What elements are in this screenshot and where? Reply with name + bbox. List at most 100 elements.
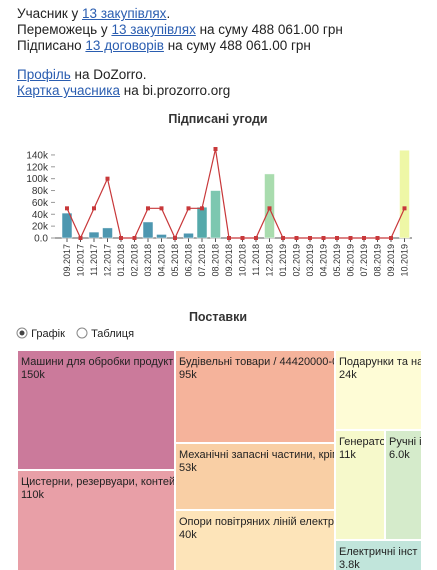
radio-label[interactable]: Графік (31, 328, 65, 340)
winner-line: Переможець у 13 закупівлях на суму 488 0… (17, 22, 343, 38)
radio[interactable] (76, 327, 88, 339)
treemap-cell[interactable]: Будівельні товари / 44420000-0 95k (175, 350, 335, 443)
cell-name: Механічні запасні частини, крім (179, 449, 335, 461)
participant-line: Учасник у 13 закупівлях. (17, 6, 170, 22)
cell-value: 11k (339, 449, 356, 461)
text: на bi.prozorro.org (123, 83, 231, 98)
radio-checked[interactable] (16, 327, 28, 339)
x-tick-label: 03.2018 (143, 244, 153, 277)
cell-name: Машини для обробки продукті (21, 356, 175, 368)
x-tick-label: 09.2019 (386, 244, 396, 277)
y-tick-label: 60k (32, 198, 49, 209)
x-tick-label: 08.2019 (373, 244, 383, 277)
profile-line: Профіль на DoZorro. (17, 67, 147, 83)
line-marker (308, 236, 312, 240)
cell-value: 95k (179, 369, 197, 381)
x-tick-label: 07.2019 (359, 244, 369, 277)
cell-value: 3.8k (339, 559, 360, 570)
cell-value: 150k (21, 369, 45, 381)
bar (210, 190, 221, 239)
line-marker (65, 206, 69, 211)
text: Учасник у (17, 6, 79, 21)
cell-value: 40k (179, 529, 197, 541)
line-marker (146, 206, 150, 211)
treemap-cell[interactable]: Електричні інст 3.8k (335, 540, 421, 570)
x-tick-label: 04.2019 (319, 244, 329, 277)
link[interactable]: 13 закупівлях (111, 22, 196, 37)
line-marker (200, 206, 204, 211)
treemap-cell[interactable]: Механічні запасні частини, крім 53k (175, 443, 335, 510)
cell-value: 6.0k (389, 449, 410, 461)
cell-name: Цистерни, резервуари, контей (21, 476, 175, 488)
bar (142, 221, 154, 239)
y-tick-label: 140k (26, 150, 49, 161)
cell-name: Подарунки та на (339, 356, 421, 368)
x-tick-label: 05.2018 (170, 244, 180, 277)
radio-label[interactable]: Таблиця (91, 328, 135, 340)
text: Переможець у (17, 22, 108, 37)
x-tick-label: 11.2018 (251, 244, 261, 276)
y-tick-label: 100k (26, 174, 49, 185)
cell-name: Будівельні товари / 44420000-0 (179, 356, 335, 368)
line-marker (402, 206, 407, 211)
text: . (166, 6, 171, 21)
signed-line: Підписано 13 договорів на суму 488 061.0… (17, 38, 311, 54)
text: на суму 488 061.00 грн (199, 22, 343, 37)
treemap-cell[interactable]: Ручні і 6.0k (385, 430, 421, 540)
x-tick-label: 06.2019 (346, 244, 356, 277)
bar (264, 173, 275, 239)
bar (399, 149, 410, 239)
x-tick-label: 12.2017 (103, 244, 113, 277)
x-tick-label: 10.2018 (238, 244, 248, 277)
bar (88, 231, 100, 239)
x-tick-label: 02.2019 (292, 244, 302, 277)
view-switch: Графік Таблиця (16, 327, 134, 340)
x-tick-label: 08.2018 (211, 244, 221, 277)
x-tick-label: 07.2018 (197, 244, 207, 277)
link[interactable]: 13 закупівлях (82, 6, 167, 21)
bar (183, 233, 194, 239)
bar (156, 234, 167, 239)
x-tick-label: 03.2019 (305, 244, 315, 277)
x-tick-label: 12.2018 (265, 244, 275, 277)
line-marker (119, 236, 123, 240)
line-marker (321, 236, 326, 240)
line-marker (267, 206, 272, 211)
bar (196, 206, 208, 239)
x-tick-label: 06.2018 (184, 244, 194, 277)
x-tick-label: 01.2019 (278, 244, 288, 277)
line-marker (159, 206, 164, 211)
line-marker (254, 236, 258, 240)
cell-name: Ручні і (389, 436, 421, 448)
line-marker (294, 236, 299, 240)
y-tick-label: 80k (32, 186, 49, 197)
line-marker (389, 236, 393, 240)
line-marker (227, 236, 231, 240)
text: на суму 488 061.00 грн (167, 38, 311, 53)
line-marker (186, 206, 191, 211)
link[interactable]: 13 договорів (85, 38, 164, 53)
y-tick-label: 0.0 (34, 234, 48, 245)
x-tick-label: 10.2017 (76, 244, 86, 277)
link[interactable]: Картка учасника (17, 83, 120, 98)
x-tick-label: 05.2019 (332, 244, 342, 277)
line-marker (362, 236, 366, 240)
x-tick-label: 01.2018 (116, 244, 126, 277)
treemap: Машини для обробки продукті 150k Цистерни,… (17, 350, 421, 570)
line-marker (132, 236, 137, 240)
cell-value: 53k (179, 462, 197, 474)
treemap-cell[interactable]: Цистерни, резервуари, контей 110k (17, 470, 175, 570)
treemap-cell[interactable]: Генерато 11k (335, 430, 385, 540)
x-tick-label: 02.2018 (130, 244, 140, 277)
link[interactable]: Профіль (17, 67, 71, 82)
treemap-cell[interactable]: Машини для обробки продукті 150k (17, 350, 175, 470)
line-marker (348, 236, 353, 240)
chart-title: Підписані угоди (168, 112, 267, 126)
treemap-cell[interactable]: Подарунки та на 24k (335, 350, 421, 430)
x-tick-label: 09.2018 (224, 244, 234, 277)
chart: Підписані угоди Поставки 0.020k40k60k80k… (26, 112, 412, 324)
treemap-cell[interactable]: Опори повітряних ліній електро 40k (175, 510, 335, 570)
line-marker (78, 236, 83, 240)
line-marker (281, 236, 285, 240)
